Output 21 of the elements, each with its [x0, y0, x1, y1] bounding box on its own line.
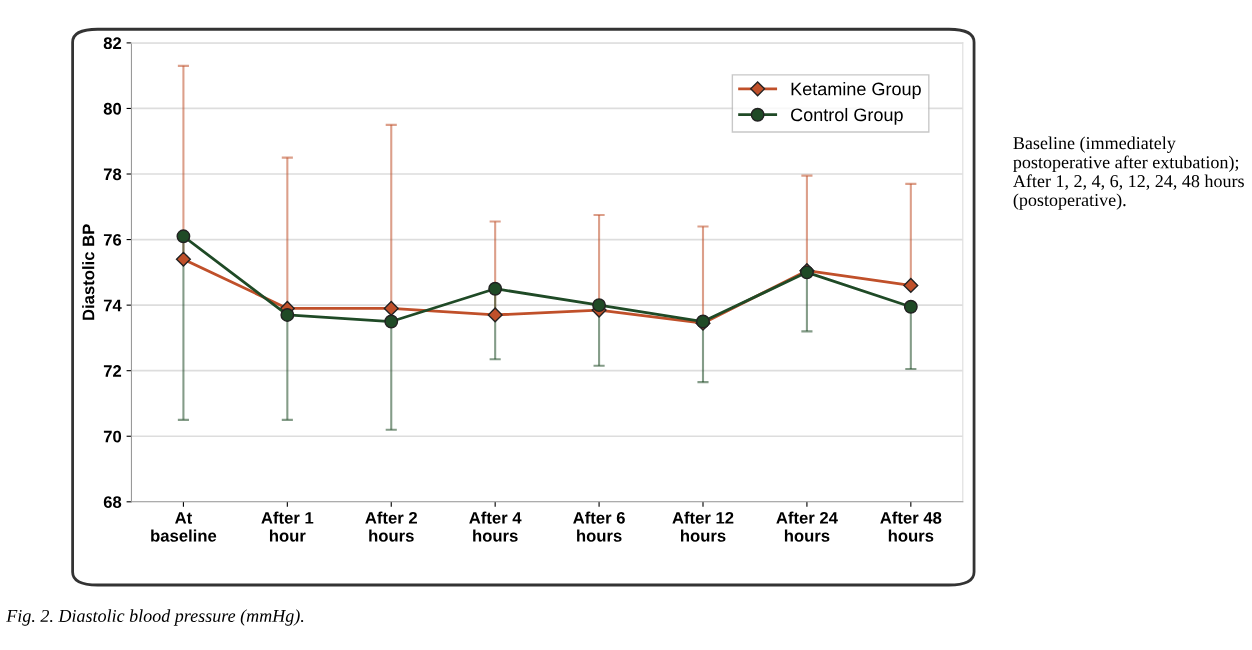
y-tick-label: 82 — [103, 37, 122, 50]
x-tick-label: After 1 hour — [261, 511, 314, 542]
y-tick-label: 80 — [103, 102, 122, 115]
x-tick-label: After 4 hours — [469, 511, 522, 542]
y-tick-label: 68 — [103, 496, 122, 508]
y-tick-label: 74 — [103, 299, 122, 312]
caption: Fig. 2. Diastolic blood pressure (mmHg). — [6, 609, 304, 626]
y-tick-label: 78 — [103, 168, 122, 181]
y-tick-label: 76 — [103, 233, 122, 246]
x-tick-label: After 6 hours — [573, 511, 625, 542]
x-tick-label: After 2 hours — [365, 511, 417, 542]
x-tick-label: At baseline — [151, 512, 217, 542]
y-tick-label: 72 — [103, 365, 122, 377]
legend-label: Control Group — [791, 107, 903, 125]
text: Baseline (immediately postoperative after extubation); After 1, 2, 4, 6, 12, 24, 48 hours (postoperative). — [1013, 136, 1244, 210]
x-tick-label: After 12 hours — [672, 511, 734, 542]
legend-label: Ketamine Group — [791, 82, 921, 99]
y-axis-title: Diastolic BP — [82, 224, 95, 320]
x-tick-label: After 24 hours — [776, 511, 838, 542]
x-tick-label: After 48 hours — [880, 511, 942, 542]
y-tick-label: 70 — [103, 430, 122, 443]
